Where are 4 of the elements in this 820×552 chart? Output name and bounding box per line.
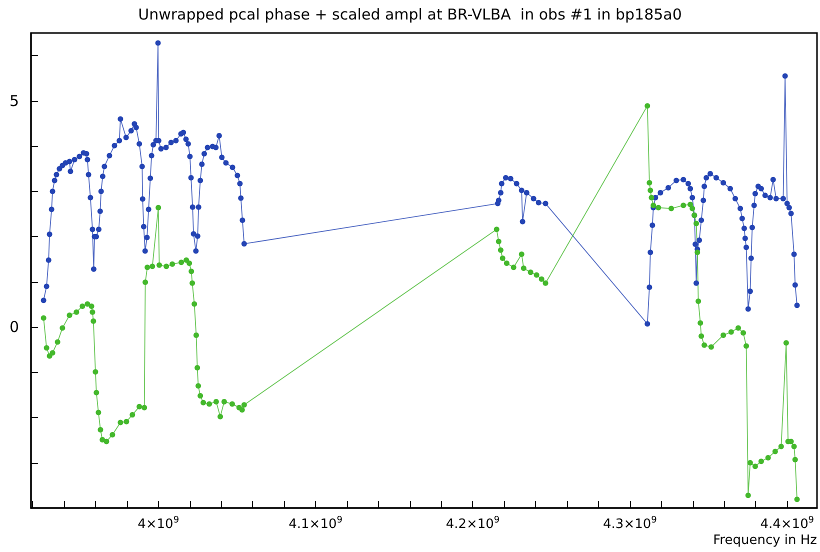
x-axis-title: Frequency in Hz <box>713 533 818 548</box>
chart-title: Unwrapped pcal phase + scaled ampl at BR-VLBA in obs #1 in bp185a0 <box>138 6 682 24</box>
y-tick-label: 5 <box>9 92 19 110</box>
y-tick-label: 0 <box>9 318 19 336</box>
